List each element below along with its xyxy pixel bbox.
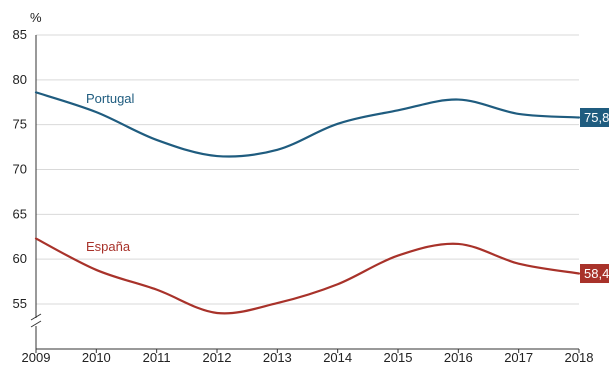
- x-tick-label: 2009: [22, 350, 51, 365]
- end-value-label: 75,8: [580, 107, 609, 127]
- x-tick-label: 2015: [384, 350, 413, 365]
- gridlines: [36, 34, 579, 305]
- axes: [30, 35, 580, 353]
- x-tick-label: 2013: [263, 350, 292, 365]
- y-tick-label: 85: [13, 27, 27, 42]
- x-tick-label: 2011: [143, 350, 171, 365]
- series-name-label: España: [86, 239, 131, 254]
- end-value-text: 58,4: [584, 266, 609, 281]
- y-tick-label: 80: [13, 72, 27, 87]
- y-tick-label: 60: [13, 251, 27, 266]
- x-tick-label: 2010: [82, 350, 111, 365]
- end-value-box: [580, 264, 609, 284]
- axis-break-icon: [30, 313, 42, 328]
- series-name-label: Portugal: [86, 91, 135, 106]
- labels: 85 80 75 70 65 60 55 2009 2010 2011 2012 2013 2014 20…: [13, 27, 609, 365]
- x-tick-label: 2016: [444, 350, 473, 365]
- x-tick-label: 2014: [323, 350, 352, 365]
- y-tick-label: 55: [13, 296, 27, 311]
- end-value-text: 75,8: [584, 110, 609, 125]
- x-tick-label: 2018: [565, 350, 594, 365]
- y-tick-label: 70: [13, 162, 27, 177]
- series-line-espa-a: [34, 237, 581, 315]
- y-axis-unit: %: [30, 10, 42, 25]
- y-tick-label: 65: [13, 206, 27, 221]
- series-line-portugal: [34, 91, 581, 158]
- end-value-label: 58,4: [580, 264, 609, 284]
- series-lines: [34, 91, 581, 315]
- x-tick-label: 2017: [504, 350, 533, 365]
- x-tick-label: 2012: [203, 350, 232, 365]
- end-value-box: [580, 107, 609, 127]
- y-tick-label: 75: [13, 117, 27, 132]
